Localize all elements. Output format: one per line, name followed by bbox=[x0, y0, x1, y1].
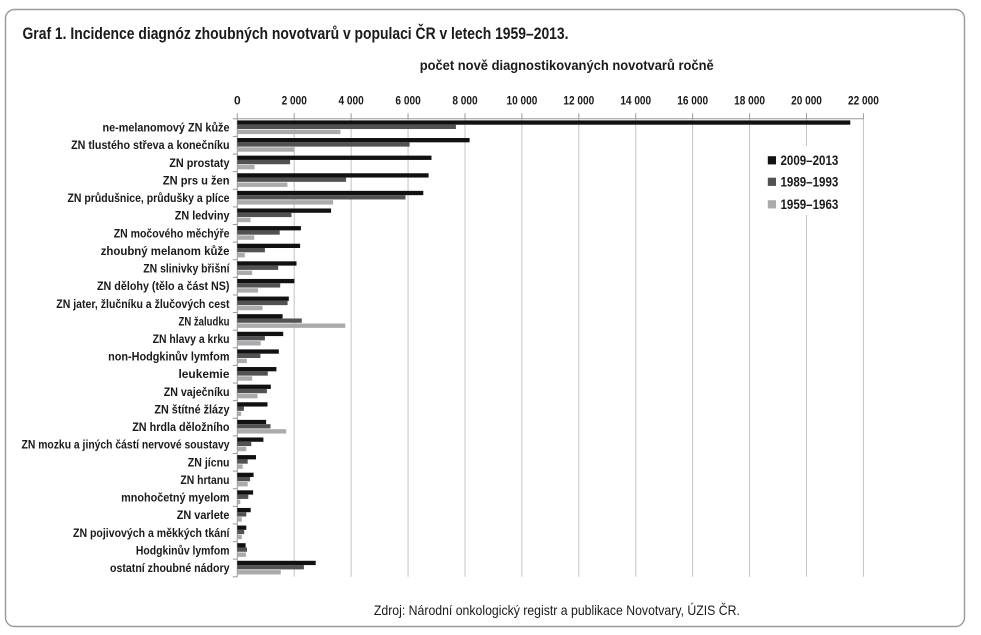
svg-text:ZN močového měchýře: ZN močového měchýře bbox=[114, 228, 230, 240]
svg-text:ne-melanomový ZN kůže: ne-melanomový ZN kůže bbox=[103, 123, 230, 135]
svg-text:16 000: 16 000 bbox=[677, 94, 708, 108]
svg-text:počet nově diagnostikovaných n: počet nově diagnostikovaných novotvarů r… bbox=[420, 57, 714, 73]
svg-text:ZN ledviny: ZN ledviny bbox=[175, 211, 230, 223]
svg-text:ostatní zhoubné nádory: ostatní zhoubné nádory bbox=[110, 563, 230, 575]
svg-text:ZN hrtanu: ZN hrtanu bbox=[180, 475, 229, 487]
svg-text:ZN tlustého střeva a konečníku: ZN tlustého střeva a konečníku bbox=[71, 140, 229, 152]
svg-text:Hodgkinův lymfom: Hodgkinův lymfom bbox=[136, 545, 230, 557]
svg-text:ZN prostaty: ZN prostaty bbox=[169, 158, 230, 170]
svg-text:ZN jícnu: ZN jícnu bbox=[188, 457, 230, 469]
svg-text:ZN slinivky břišní: ZN slinivky břišní bbox=[143, 264, 230, 276]
svg-text:ZN průdušnice, průdušky a plíc: ZN průdušnice, průdušky a plíce bbox=[68, 193, 230, 205]
svg-text:1989–1993: 1989–1993 bbox=[781, 175, 839, 190]
svg-text:ZN prs u žen: ZN prs u žen bbox=[163, 175, 230, 187]
svg-text:ZN mozku a jiných částí nervov: ZN mozku a jiných částí nervové soustavy bbox=[22, 440, 231, 452]
svg-text:ZN varlete: ZN varlete bbox=[177, 510, 230, 522]
svg-text:Zdroj: Národní onkologický reg: Zdroj: Národní onkologický registr a pub… bbox=[374, 602, 740, 618]
svg-text:18 000: 18 000 bbox=[734, 94, 765, 108]
svg-text:ZN pojivových a měkkých tkání: ZN pojivových a měkkých tkání bbox=[73, 528, 230, 540]
svg-text:4 000: 4 000 bbox=[338, 94, 364, 108]
svg-text:ZN hlavy a krku: ZN hlavy a krku bbox=[153, 334, 230, 346]
svg-text:1959–1963: 1959–1963 bbox=[781, 197, 839, 212]
svg-text:10 000: 10 000 bbox=[507, 94, 538, 108]
svg-text:22 000: 22 000 bbox=[848, 94, 879, 108]
svg-text:12 000: 12 000 bbox=[563, 94, 594, 108]
svg-text:2009–2013: 2009–2013 bbox=[781, 153, 839, 168]
svg-text:ZN hrdla děložního: ZN hrdla děložního bbox=[132, 422, 229, 434]
svg-text:ZN žaludku: ZN žaludku bbox=[179, 316, 230, 328]
svg-text:leukemie: leukemie bbox=[179, 369, 230, 381]
svg-text:ZN vaječníku: ZN vaječníku bbox=[164, 387, 230, 399]
svg-text:ZN jater, žlučníku a žlučových: ZN jater, žlučníku a žlučových cest bbox=[56, 299, 229, 311]
svg-text:zhoubný melanom kůže: zhoubný melanom kůže bbox=[101, 246, 230, 258]
svg-text:0: 0 bbox=[234, 94, 241, 108]
svg-text:Graf 1. Incidence diagnóz zhou: Graf 1. Incidence diagnóz zhoubných novo… bbox=[23, 24, 569, 43]
svg-text:ZN štítné žlázy: ZN štítné žlázy bbox=[154, 404, 230, 416]
svg-text:non-Hodgkinův lymfom: non-Hodgkinův lymfom bbox=[108, 352, 229, 364]
svg-text:ZN dělohy (tělo a část NS): ZN dělohy (tělo a část NS) bbox=[97, 281, 230, 293]
svg-text:6 000: 6 000 bbox=[395, 94, 421, 108]
svg-text:2 000: 2 000 bbox=[282, 94, 308, 108]
svg-text:mnohočetný myelom: mnohočetný myelom bbox=[121, 493, 229, 505]
svg-text:20 000: 20 000 bbox=[791, 94, 822, 108]
svg-text:14 000: 14 000 bbox=[620, 94, 651, 108]
svg-text:8 000: 8 000 bbox=[452, 94, 478, 108]
